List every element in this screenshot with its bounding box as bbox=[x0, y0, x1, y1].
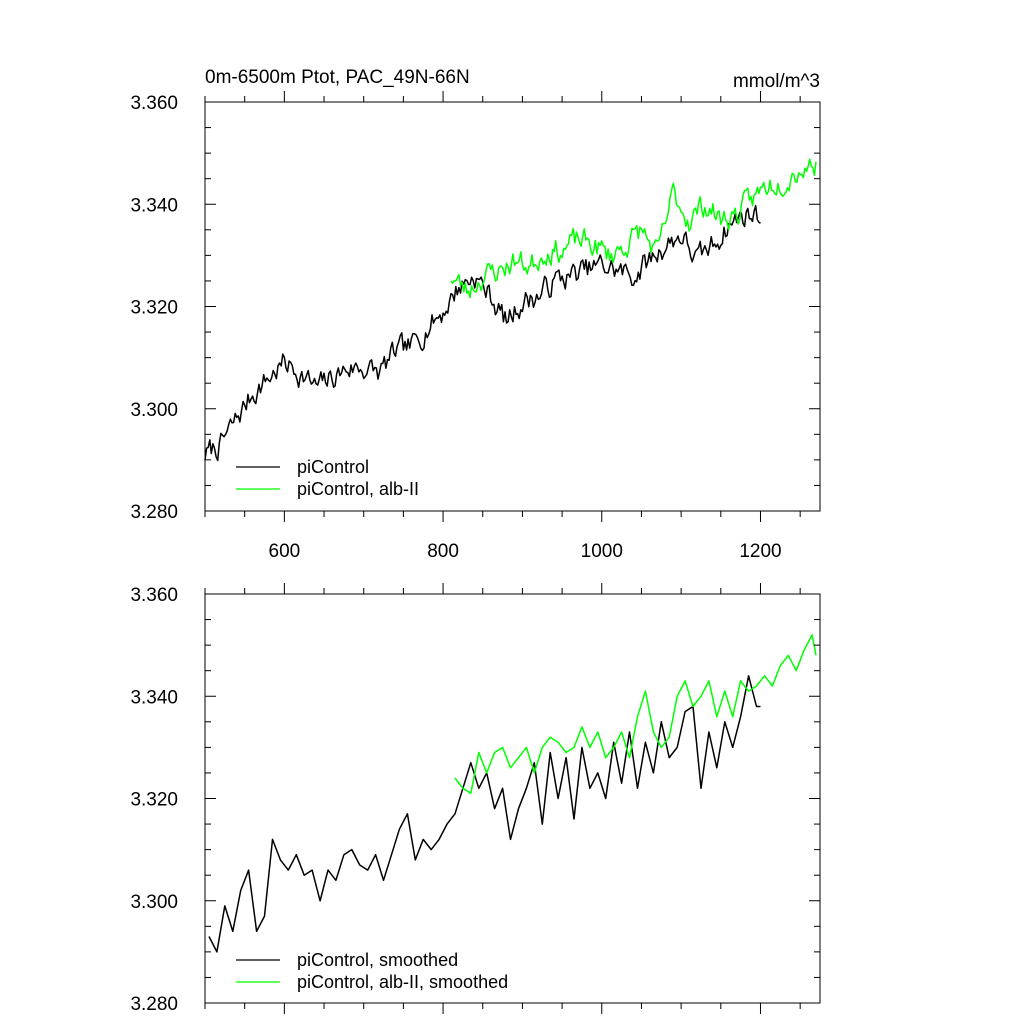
legend-label-picontrol-smoothed: piControl, smoothed bbox=[297, 950, 458, 970]
ticks-top: 3.280 3.300 3.320 3.340 3.360 600 800 1000 1200 bbox=[130, 91, 820, 562]
x-tick-label: 600 bbox=[269, 541, 301, 562]
y-tick-label: 3.320 bbox=[130, 298, 178, 319]
x-tick-label: 800 bbox=[427, 541, 459, 562]
chart-title: 0m-6500m Ptot, PAC_49N-66N bbox=[205, 67, 470, 88]
y-tick-label: 3.360 bbox=[130, 93, 178, 114]
plot-area-bottom bbox=[208, 634, 817, 953]
panel-top: 0m-6500m Ptot, PAC_49N-66N mmol/m^3 3.28… bbox=[130, 67, 821, 562]
plot-area-top bbox=[204, 158, 817, 462]
legend-top: piControl piControl, alb-II bbox=[236, 457, 419, 499]
series-line-picontrol-alb-ii-smoothed bbox=[454, 634, 817, 795]
y-tick-label: 3.300 bbox=[130, 400, 178, 421]
legend-bottom: piControl, smoothed piControl, alb-II, s… bbox=[236, 950, 508, 992]
y-tick-label: 3.300 bbox=[130, 892, 178, 913]
legend-label-picontrol: piControl bbox=[297, 457, 369, 477]
panel-bottom: 3.280 3.300 3.320 3.340 3.360 piControl, smo… bbox=[130, 583, 821, 1015]
x-tick-label: 1200 bbox=[739, 541, 781, 562]
y-tick-label: 3.340 bbox=[130, 687, 178, 708]
series-line-picontrol-alb-ii bbox=[450, 158, 817, 299]
legend-label-alb-ii: piControl, alb-II bbox=[297, 479, 419, 499]
x-tick-label: 1000 bbox=[581, 541, 623, 562]
y-tick-label: 3.360 bbox=[130, 585, 178, 606]
y-tick-label: 3.280 bbox=[130, 502, 178, 523]
units-label: mmol/m^3 bbox=[733, 71, 820, 92]
legend-label-alb-ii-smoothed: piControl, alb-II, smoothed bbox=[297, 972, 508, 992]
series-line-picontrol bbox=[204, 204, 761, 462]
ticks-bottom: 3.280 3.300 3.320 3.340 3.360 bbox=[130, 583, 820, 1015]
y-tick-label: 3.340 bbox=[130, 195, 178, 216]
y-tick-label: 3.320 bbox=[130, 790, 178, 811]
y-tick-label: 3.280 bbox=[130, 994, 178, 1015]
